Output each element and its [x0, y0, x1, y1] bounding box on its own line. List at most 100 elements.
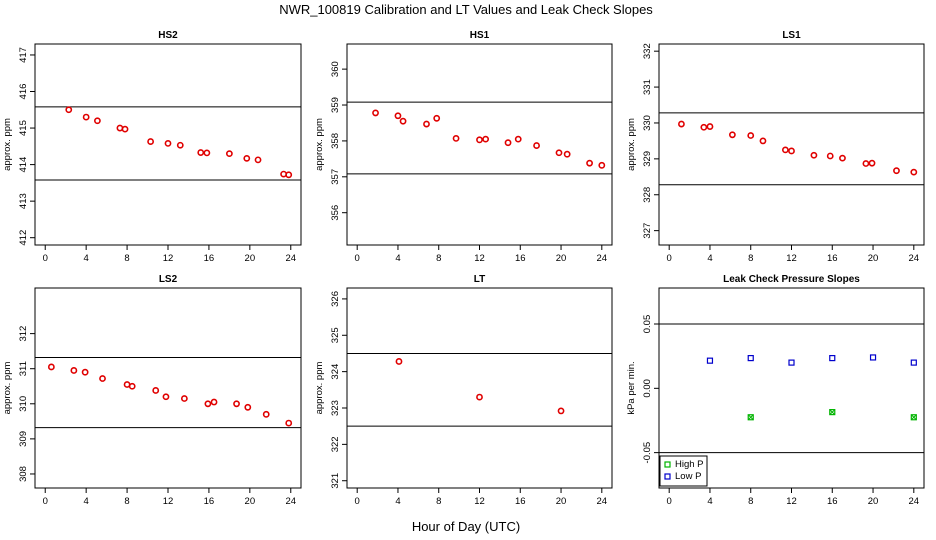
data-point: [225, 150, 233, 158]
x-tick-label: 12: [786, 496, 797, 507]
data-point: [180, 395, 188, 402]
x-tick-label: 12: [163, 253, 174, 264]
data-point: [788, 147, 795, 155]
x-tick-label: 8: [436, 253, 441, 264]
y-tick-label: 308: [18, 466, 29, 482]
data-point: [147, 138, 155, 145]
y-axis-label: approx. ppm: [2, 118, 13, 171]
data-point: [176, 141, 184, 149]
panel-lt: LT approx. ppm 0 4 8 12 16 20 24 321 322 323 324 325 3…: [314, 274, 613, 507]
data-point: [262, 410, 270, 418]
data-point: [399, 117, 407, 125]
y-tick-label: -0.05: [642, 442, 653, 464]
x-tick-label: 12: [163, 496, 174, 507]
data-point: [563, 150, 571, 158]
x-tick-label: 24: [597, 253, 608, 264]
data-point: [482, 135, 490, 143]
y-tick-label: 309: [18, 431, 29, 447]
x-tick-label: 0: [667, 496, 672, 507]
legend-entry-label: High P: [675, 459, 704, 470]
y-tick-label: 311: [18, 361, 29, 376]
x-tick-label: 24: [285, 496, 296, 507]
data-point: [164, 140, 172, 147]
y-axis-label: kPa per min.: [626, 361, 637, 414]
data-point: [706, 357, 714, 364]
x-tick-label: 20: [245, 496, 256, 507]
x-tick-label: 16: [827, 496, 838, 507]
panel-ls1: LS1 approx. ppm 0 4 8 12 16 20 24 327 328 329 330 331…: [626, 30, 925, 264]
x-tick-label: 4: [84, 496, 89, 507]
data-point: [557, 407, 565, 415]
legend-entry-label: Low P: [675, 471, 701, 482]
data-point: [233, 400, 240, 408]
data-point: [700, 123, 708, 131]
x-tick-label: 20: [868, 253, 879, 264]
panel-title: Leak Check Pressure Slopes: [723, 274, 860, 285]
data-point: [65, 106, 73, 114]
data-point: [94, 117, 101, 125]
data-point: [728, 131, 736, 139]
y-tick-label: 325: [330, 327, 341, 343]
data-point: [372, 109, 379, 117]
x-tick-label: 20: [556, 496, 567, 507]
legend-swatch: [664, 461, 671, 468]
data-point: [162, 393, 170, 401]
legend-box: [659, 455, 708, 487]
data-point: [203, 149, 211, 157]
data-point: [893, 167, 900, 175]
x-tick-label: 16: [515, 496, 526, 507]
data-point: [70, 367, 78, 374]
y-tick-label: 356: [330, 205, 341, 221]
x-tick-label: 16: [204, 253, 215, 264]
plot-frame: [34, 43, 302, 246]
panel-title: LT: [474, 274, 485, 285]
data-point: [555, 149, 563, 157]
panel-hs2: HS2 approx. ppm 0 4 8 12 16 20 24 412 413 414 415 416…: [2, 30, 302, 264]
x-tick-label: 4: [395, 253, 400, 264]
x-tick-label: 4: [707, 496, 712, 507]
x-tick-label: 16: [515, 253, 526, 264]
data-point: [514, 135, 522, 143]
x-tick-label: 12: [786, 253, 797, 264]
x-tick-label: 24: [909, 253, 920, 264]
data-point: [285, 171, 293, 179]
data-point: [394, 112, 402, 120]
data-point: [82, 113, 90, 121]
x-tick-label: 12: [474, 253, 485, 264]
y-tick-label: 417: [18, 47, 29, 63]
panel-ls2: LS2 approx. ppm 0 4 8 12 16 20 24 308 309 310 311 312: [2, 274, 302, 507]
x-tick-label: 24: [285, 253, 296, 264]
y-tick-label: 330: [642, 115, 653, 131]
plot-frame: [34, 287, 302, 489]
data-point: [868, 159, 876, 167]
data-point: [476, 136, 483, 144]
data-point: [121, 125, 129, 133]
y-tick-label: 327: [642, 223, 653, 239]
x-tick-label: 24: [909, 496, 920, 507]
y-tick-label: 358: [330, 133, 341, 149]
y-axis-label: approx. ppm: [626, 118, 637, 171]
x-tick-label: 8: [748, 253, 753, 264]
x-tick-label: 8: [748, 496, 753, 507]
panel-leak-check-pressure-slopes: Leak Check Pressure Slopes kPa per min. 0 4…: [626, 274, 925, 507]
plot-frame: [346, 287, 613, 489]
y-tick-label: 359: [330, 97, 341, 113]
panel-title: HS1: [470, 30, 490, 41]
x-tick-label: 8: [124, 253, 129, 264]
x-tick-label: 20: [556, 253, 567, 264]
data-point: [197, 149, 205, 156]
y-axis-label: approx. ppm: [2, 362, 13, 415]
x-tick-label: 0: [355, 253, 360, 264]
y-tick-label: 412: [18, 230, 29, 246]
panel-title: LS1: [782, 30, 801, 41]
y-axis-label: approx. ppm: [314, 118, 325, 171]
data-point: [759, 137, 767, 145]
x-tick-label: 24: [597, 496, 608, 507]
data-point: [910, 359, 917, 366]
x-tick-label: 0: [667, 253, 672, 264]
y-tick-label: 357: [330, 169, 341, 185]
y-tick-label: 332: [642, 43, 653, 59]
panel-hs1: HS1 approx. ppm 0 4 8 12 16 20 24 356 357 358 359 360: [314, 30, 613, 264]
panel-title: HS2: [158, 30, 178, 41]
